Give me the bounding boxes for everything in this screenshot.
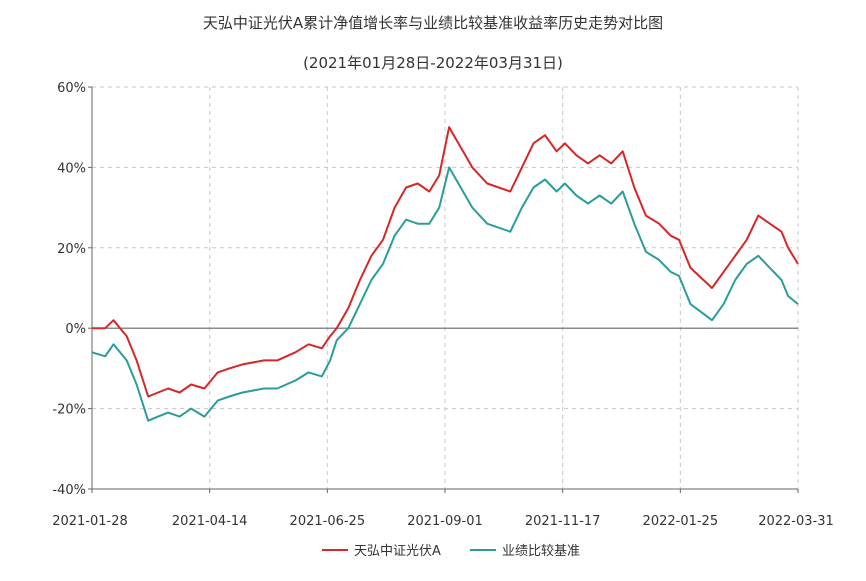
series-lines — [91, 126, 799, 422]
legend-label-2: 业绩比较基准 — [502, 544, 580, 559]
x-tick-label: 2021-01-28 — [52, 514, 128, 529]
x-tick-label: 2021-06-25 — [290, 514, 366, 529]
y-tick-label: -40% — [52, 483, 86, 498]
y-tick-labels: -40% -20% 0% 20% 40% 60% — [52, 81, 86, 498]
x-tick-label: 2021-04-14 — [172, 514, 248, 529]
x-tick-label: 2021-09-01 — [407, 514, 483, 529]
series-line-2 — [91, 166, 799, 422]
x-tick-label: 2022-03-31 — [758, 514, 834, 529]
y-tick-label: -20% — [52, 403, 86, 418]
x-tick-label: 2022-01-25 — [643, 514, 719, 529]
chart-title: 天弘中证光伏A累计净值增长率与业绩比较基准收益率历史走势对比图 — [202, 14, 664, 32]
series-line-1 — [92, 126, 799, 398]
y-tick-label: 60% — [57, 81, 86, 96]
chart-subtitle: (2021年01月28日-2022年03月31日) — [303, 54, 563, 72]
axes — [88, 86, 799, 493]
grid — [92, 86, 799, 489]
y-tick-label: 40% — [57, 161, 86, 176]
y-tick-label: 20% — [57, 242, 86, 257]
y-tick-label: 0% — [65, 322, 86, 337]
legend-label-1: 天弘中证光伏A — [354, 544, 441, 559]
legend: 天弘中证光伏A 业绩比较基准 — [322, 544, 580, 559]
x-tick-label: 2021-11-17 — [525, 514, 601, 529]
x-tick-labels: 2021-01-28 2021-04-14 2021-06-25 2021-09-01… — [52, 514, 834, 529]
